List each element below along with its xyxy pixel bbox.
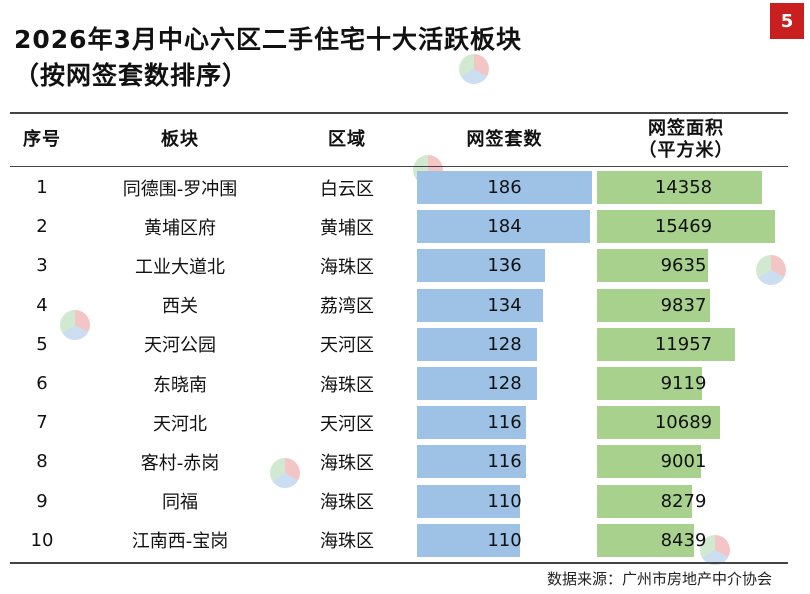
data-source-note: 数据来源：广州市房地产中介协会 (546, 570, 772, 588)
title-line-2: （按网签套数排序） (14, 61, 249, 90)
rank-cell: 10 (30, 529, 54, 551)
watermark-logo-icon (270, 458, 300, 488)
district-cell: 海珠区 (320, 452, 374, 474)
area-value-label: 14358 (654, 177, 713, 199)
header-district: 区域 (328, 129, 366, 150)
table-header-rule (10, 166, 788, 167)
units-bar (417, 484, 521, 518)
units-value-label: 116 (487, 451, 522, 473)
page-title: 2026年3月中心六区二手住宅十大活跃板块 （按网签套数排序） (14, 22, 754, 94)
rank-cell: 5 (36, 333, 48, 355)
area-value-label: 9635 (660, 255, 707, 277)
title-line-1: 2026年3月中心六区二手住宅十大活跃板块 (14, 25, 522, 54)
area-bar (597, 327, 735, 361)
table-row: 7 天河北 天河区 116 10689 (0, 403, 790, 442)
rank-cell: 8 (36, 451, 48, 473)
table-row: 6 东晓南 海珠区 128 9119 (0, 364, 790, 403)
units-bar (417, 327, 538, 361)
block-cell: 东晓南 (153, 374, 207, 396)
units-bar (417, 249, 545, 283)
table-row: 2 黄埔区府 黄埔区 184 15469 (0, 207, 790, 246)
block-cell: 天河北 (153, 413, 207, 435)
units-bar (417, 210, 591, 244)
block-cell: 西关 (162, 296, 198, 318)
area-bar (597, 367, 702, 400)
area-bar (597, 249, 708, 283)
units-value-label: 186 (487, 177, 522, 199)
area-value-label: 9001 (660, 451, 707, 473)
rank-cell: 1 (36, 177, 48, 199)
table-top-rule (10, 112, 788, 114)
district-cell: 海珠区 (320, 492, 374, 514)
rank-cell: 2 (36, 216, 48, 238)
district-cell: 白云区 (320, 178, 374, 200)
table-row: 3 工业大道北 海珠区 136 9635 (0, 246, 790, 285)
district-cell: 海珠区 (320, 256, 374, 278)
units-value-label: 184 (487, 216, 522, 238)
units-bar (417, 367, 538, 400)
block-cell: 客村-赤岗 (140, 452, 220, 474)
page-number-badge: 5 (770, 3, 804, 39)
area-bar (597, 484, 693, 518)
header-units: 网签套数 (466, 129, 543, 150)
units-value-label: 110 (487, 490, 522, 512)
units-bar (417, 288, 544, 322)
block-cell: 黄埔区府 (144, 217, 216, 239)
table-bottom-rule (10, 562, 788, 564)
area-value-label: 15469 (654, 216, 713, 238)
area-bar (597, 445, 701, 479)
table-row: 10 江南西-宝岗 海珠区 110 8439 (0, 521, 790, 560)
area-value-label: 8439 (660, 529, 707, 551)
watermark-logo-icon (700, 535, 730, 565)
units-value-label: 136 (487, 255, 522, 277)
rank-cell: 7 (36, 412, 48, 434)
units-value-label: 128 (487, 373, 522, 395)
block-cell: 天河公园 (144, 335, 216, 357)
district-cell: 黄埔区 (320, 217, 374, 239)
units-bar (417, 406, 527, 440)
area-value-label: 9837 (660, 294, 707, 316)
district-cell: 海珠区 (320, 531, 374, 553)
area-value-label: 8279 (660, 490, 707, 512)
rank-cell: 3 (36, 255, 48, 277)
district-cell: 天河区 (320, 413, 374, 435)
district-cell: 荔湾区 (320, 296, 374, 318)
table-row: 9 同福 海珠区 110 8279 (0, 482, 790, 521)
watermark-logo-icon (756, 255, 786, 285)
units-value-label: 134 (487, 294, 522, 316)
units-bar (417, 445, 527, 479)
table-row: 1 同德围-罗冲围 白云区 186 14358 (0, 168, 790, 207)
rank-cell: 6 (36, 373, 48, 395)
table-row: 8 客村-赤岗 海珠区 116 9001 (0, 442, 790, 481)
table-row: 4 西关 荔湾区 134 9837 (0, 286, 790, 325)
block-cell: 江南西-宝岗 (131, 531, 229, 553)
area-bar (597, 171, 763, 204)
block-cell: 工业大道北 (135, 256, 225, 278)
units-value-label: 128 (487, 333, 522, 355)
watermark-logo-icon (60, 310, 90, 340)
block-cell: 同德围-罗冲围 (122, 178, 238, 200)
header-rank: 序号 (23, 129, 61, 150)
units-value-label: 116 (487, 412, 522, 434)
header-block: 板块 (161, 129, 199, 150)
units-value-label: 110 (487, 529, 522, 551)
watermark-logo-icon (459, 54, 489, 84)
area-bar (597, 523, 695, 557)
district-cell: 海珠区 (320, 374, 374, 396)
rank-cell: 9 (36, 490, 48, 512)
header-area: 网签面积 （平方米） (638, 118, 734, 161)
area-value-label: 10689 (654, 412, 713, 434)
units-bar (417, 171, 592, 204)
area-bar (597, 210, 775, 244)
area-bar (597, 406, 720, 440)
area-value-label: 11957 (654, 333, 713, 355)
units-bar (417, 523, 521, 557)
table-row: 5 天河公园 天河区 128 11957 (0, 325, 790, 364)
rank-cell: 4 (36, 294, 48, 316)
area-bar (597, 288, 711, 322)
district-cell: 天河区 (320, 335, 374, 357)
block-cell: 同福 (162, 492, 198, 514)
area-value-label: 9119 (660, 373, 707, 395)
